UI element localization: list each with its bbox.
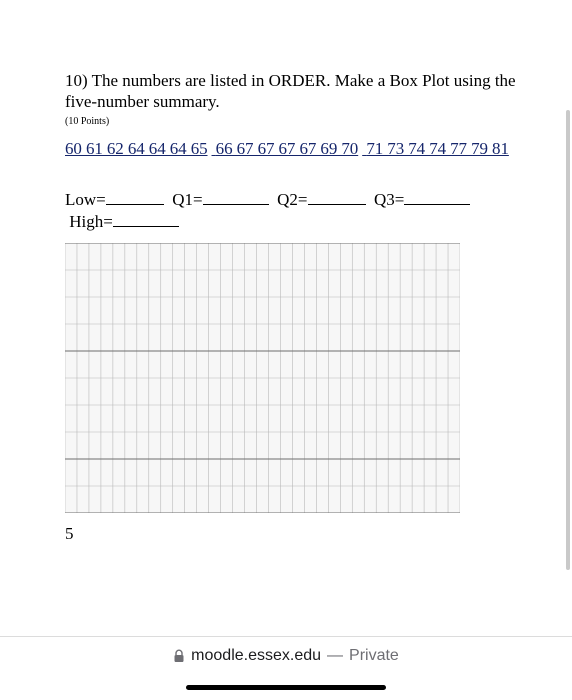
home-indicator[interactable]	[186, 685, 386, 690]
q2-label: Q2=	[277, 190, 307, 209]
lock-icon	[173, 649, 185, 663]
question-prompt: 10) The numbers are listed in ORDER. Mak…	[65, 70, 527, 113]
url-separator: —	[327, 647, 343, 665]
data-group-3: 71 73 74 74 77 79 81	[366, 139, 509, 158]
q2-blank	[308, 189, 366, 204]
q1-label: Q1=	[172, 190, 202, 209]
q1-blank	[203, 189, 269, 204]
grid-svg	[65, 243, 460, 513]
low-blank	[106, 189, 164, 204]
boxplot-grid	[65, 243, 527, 518]
private-label: Private	[349, 647, 399, 665]
data-group-1: 60 61 62 64 64 64 65	[65, 139, 208, 158]
worksheet-content: 10) The numbers are listed in ORDER. Mak…	[65, 70, 527, 544]
five-number-summary-blanks: Low= Q1= Q2= Q3= High=	[65, 189, 527, 233]
data-values: 60 61 62 64 64 64 65 66 67 67 67 67 69 7…	[65, 139, 527, 159]
high-label: High=	[69, 212, 113, 231]
high-blank	[113, 211, 179, 226]
low-label: Low=	[65, 190, 106, 209]
url-domain: moodle.essex.edu	[191, 647, 321, 665]
axis-start-label: 5	[65, 524, 527, 544]
scrollbar-thumb[interactable]	[566, 110, 570, 570]
data-group-2: 66 67 67 67 67 69 70	[216, 139, 359, 158]
vertical-scrollbar[interactable]	[566, 70, 570, 640]
q3-blank	[404, 189, 470, 204]
browser-url-bar[interactable]: moodle.essex.edu — Private	[0, 637, 572, 675]
question-points: (10 Points)	[65, 116, 527, 127]
q3-label: Q3=	[374, 190, 404, 209]
